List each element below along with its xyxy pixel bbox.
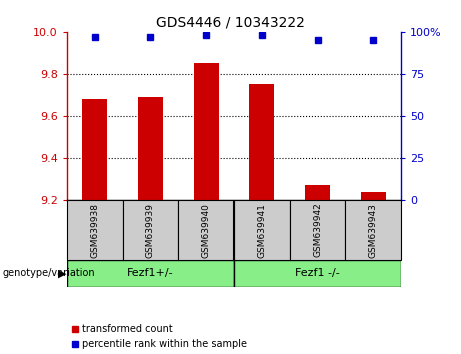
- Text: GDS4446 / 10343222: GDS4446 / 10343222: [156, 16, 305, 30]
- Bar: [138, 97, 163, 200]
- Text: GSM639939: GSM639939: [146, 202, 155, 258]
- Bar: [290, 200, 345, 260]
- Bar: [234, 260, 401, 287]
- Text: Fezf1+/-: Fezf1+/-: [127, 268, 174, 279]
- Bar: [194, 63, 219, 200]
- Text: GSM639938: GSM639938: [90, 202, 99, 258]
- Bar: [67, 260, 234, 287]
- Bar: [67, 200, 123, 260]
- Bar: [82, 99, 107, 200]
- Bar: [234, 200, 290, 260]
- Text: ▶: ▶: [58, 268, 66, 279]
- Bar: [345, 200, 401, 260]
- Bar: [361, 192, 386, 200]
- Bar: [123, 200, 178, 260]
- Text: GSM639943: GSM639943: [369, 202, 378, 258]
- Text: genotype/variation: genotype/variation: [2, 268, 95, 279]
- Legend: transformed count, percentile rank within the sample: transformed count, percentile rank withi…: [72, 324, 248, 349]
- Bar: [305, 185, 330, 200]
- Text: Fezf1 -/-: Fezf1 -/-: [295, 268, 340, 279]
- Bar: [178, 200, 234, 260]
- Text: GSM639942: GSM639942: [313, 203, 322, 257]
- Bar: [249, 84, 274, 200]
- Text: GSM639940: GSM639940: [201, 202, 211, 258]
- Text: GSM639941: GSM639941: [257, 202, 266, 258]
